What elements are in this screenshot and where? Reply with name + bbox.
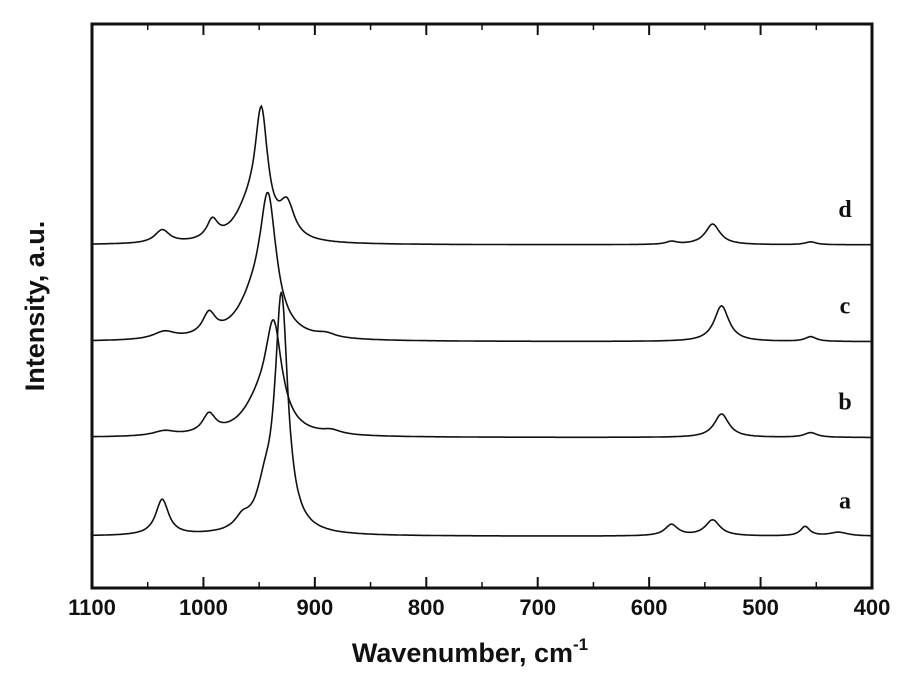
- x-tick-label: 500: [742, 595, 779, 620]
- spectrum-d: [92, 104, 872, 246]
- plot-frame: [90, 22, 874, 590]
- x-ticks: [91, 24, 873, 588]
- x-axis-title: Wavenumber, cm-1: [352, 635, 588, 668]
- x-tick-label: 600: [631, 595, 668, 620]
- spectrum-c: [91, 191, 872, 343]
- spectrum-a: [92, 291, 872, 537]
- x-tick-label: 1100: [68, 595, 116, 620]
- spectra: [91, 104, 872, 537]
- x-tick-label: 800: [408, 595, 445, 620]
- spectrum-b: [92, 319, 872, 439]
- x-tick-label: 400: [854, 595, 891, 620]
- series-label-c: c: [840, 294, 851, 320]
- x-tick-labels: 1100 1000 900 800 700 600 500 400: [68, 595, 890, 620]
- series-labels: a b c d: [838, 197, 852, 514]
- series-label-d: d: [838, 197, 852, 223]
- x-tick-label: 900: [296, 595, 333, 620]
- x-axis-title-superscript: -1: [573, 635, 588, 654]
- x-tick-label: 1000: [179, 595, 228, 620]
- series-label-a: a: [839, 488, 851, 514]
- y-axis-title: Intensity, a.u.: [20, 221, 50, 392]
- series-label-b: b: [838, 390, 851, 416]
- x-tick-label: 700: [519, 595, 556, 620]
